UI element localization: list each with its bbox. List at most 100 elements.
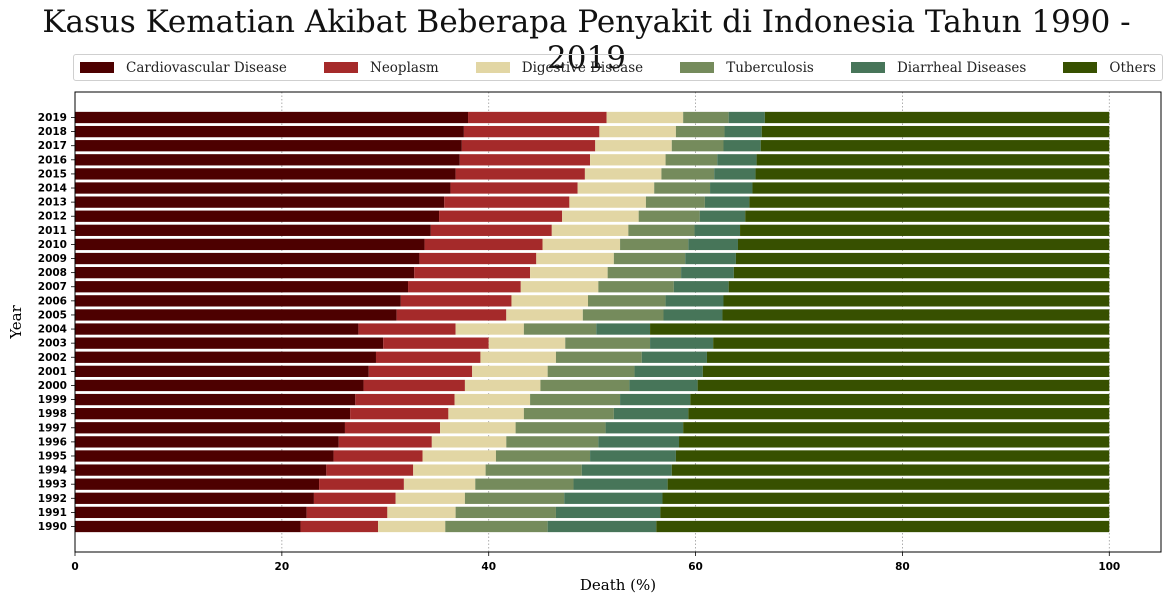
legend-label: Neoplasm bbox=[370, 59, 439, 76]
bar-segment bbox=[661, 168, 715, 180]
bar-segment bbox=[75, 210, 440, 222]
bar-segment bbox=[681, 266, 734, 279]
bar-segment bbox=[596, 323, 651, 335]
bar-segment bbox=[75, 492, 314, 504]
bar-segment bbox=[737, 238, 1110, 251]
bar-segment bbox=[475, 478, 574, 490]
bar-segment bbox=[688, 408, 1110, 420]
bar-segment bbox=[714, 168, 756, 180]
bar-segment bbox=[728, 281, 1110, 293]
legend-label: Digestive Disease bbox=[521, 59, 644, 76]
bar-segment bbox=[606, 111, 684, 124]
bar-segment bbox=[75, 309, 397, 321]
y-tick-label: 2007 bbox=[38, 281, 67, 293]
bar-segment bbox=[431, 436, 507, 448]
y-axis-label: Year bbox=[7, 304, 25, 339]
bar-segment bbox=[480, 351, 556, 363]
bar-segment bbox=[565, 337, 651, 349]
bar-segment bbox=[454, 393, 531, 406]
y-tick-label: 2005 bbox=[38, 309, 67, 321]
bar-segment bbox=[75, 224, 431, 236]
bar-segment bbox=[764, 111, 1110, 124]
bar-segment bbox=[333, 450, 423, 462]
legend-item: Cardiovascular Disease bbox=[80, 60, 287, 76]
y-tick-label: 2014 bbox=[38, 183, 67, 195]
bar-segment bbox=[350, 408, 449, 420]
y-tick-label: 1992 bbox=[38, 493, 67, 505]
bar-segment bbox=[338, 436, 432, 448]
bar-segment bbox=[551, 224, 629, 236]
bar-segment bbox=[690, 393, 1110, 406]
bar-segment bbox=[368, 365, 473, 378]
y-tick-label: 1991 bbox=[38, 507, 67, 519]
legend-item: Others bbox=[1063, 60, 1156, 76]
bar-segment bbox=[413, 464, 486, 476]
bar-segment bbox=[752, 182, 1110, 194]
legend-swatch bbox=[324, 62, 358, 73]
bar-segment bbox=[620, 238, 689, 251]
bar-segment bbox=[395, 492, 465, 504]
bar-segment bbox=[75, 436, 339, 448]
bar-segment bbox=[520, 281, 599, 293]
bar-segment bbox=[75, 450, 334, 462]
bar-segment bbox=[75, 252, 420, 265]
bar-segment bbox=[590, 450, 676, 462]
bar-segment bbox=[319, 478, 404, 490]
bar-segment bbox=[461, 140, 596, 152]
bar-segment bbox=[697, 379, 1110, 392]
bar-segment bbox=[506, 436, 599, 448]
bar-segment bbox=[344, 422, 441, 434]
y-tick-label: 1990 bbox=[38, 521, 67, 533]
chart-legend: Cardiovascular Disease Neoplasm Digestive … bbox=[73, 54, 1163, 81]
bar-segment bbox=[383, 337, 489, 349]
bar-segment bbox=[444, 196, 570, 208]
bar-segment bbox=[702, 365, 1110, 378]
bar-segment bbox=[403, 478, 476, 490]
bar-segment bbox=[685, 252, 736, 265]
bar-segment bbox=[75, 408, 351, 420]
x-tick-label: 60 bbox=[688, 561, 703, 573]
legend-label: Diarrheal Diseases bbox=[896, 59, 1027, 76]
bar-segment bbox=[564, 492, 663, 504]
bar-segment bbox=[75, 520, 301, 533]
bar-segment bbox=[679, 436, 1110, 448]
bar-segment bbox=[75, 464, 327, 476]
bar-segment bbox=[683, 422, 1110, 434]
bar-segment bbox=[396, 309, 507, 321]
bar-segment bbox=[582, 309, 664, 321]
bar-segment bbox=[584, 168, 662, 180]
bar-segment bbox=[530, 393, 621, 406]
bar-segment bbox=[358, 323, 456, 335]
legend-item: Diarrheal Diseases bbox=[850, 59, 1027, 76]
bar-segment bbox=[662, 492, 1110, 504]
x-tick-label: 100 bbox=[1098, 561, 1120, 573]
y-tick-label: 2012 bbox=[38, 211, 67, 223]
bar-segment bbox=[75, 196, 445, 208]
bar-segment bbox=[326, 464, 414, 476]
y-tick-label: 1997 bbox=[38, 422, 67, 434]
y-tick-label: 2013 bbox=[38, 197, 67, 209]
y-tick-label: 2004 bbox=[38, 324, 67, 336]
y-tick-label: 2010 bbox=[38, 239, 67, 251]
bar-segment bbox=[569, 196, 646, 208]
bar-segment bbox=[378, 520, 446, 533]
bar-segment bbox=[387, 506, 456, 519]
y-tick-label: 2016 bbox=[38, 154, 67, 166]
bar-segment bbox=[663, 309, 723, 321]
bar-segment bbox=[495, 450, 591, 462]
bar-segment bbox=[464, 379, 541, 392]
bar-segment bbox=[605, 422, 684, 434]
bar-segment bbox=[511, 295, 589, 307]
bar-segment bbox=[562, 210, 639, 222]
bar-segment bbox=[430, 224, 552, 236]
bar-segment bbox=[650, 337, 714, 349]
bar-segment bbox=[733, 266, 1110, 279]
bar-segment bbox=[75, 379, 364, 392]
bar-segment bbox=[300, 520, 379, 533]
legend-label: Others bbox=[1109, 59, 1156, 76]
legend-swatch bbox=[1063, 62, 1098, 73]
bar-segment bbox=[760, 140, 1110, 152]
y-tick-label: 2015 bbox=[38, 168, 67, 180]
bar-segment bbox=[722, 309, 1110, 321]
